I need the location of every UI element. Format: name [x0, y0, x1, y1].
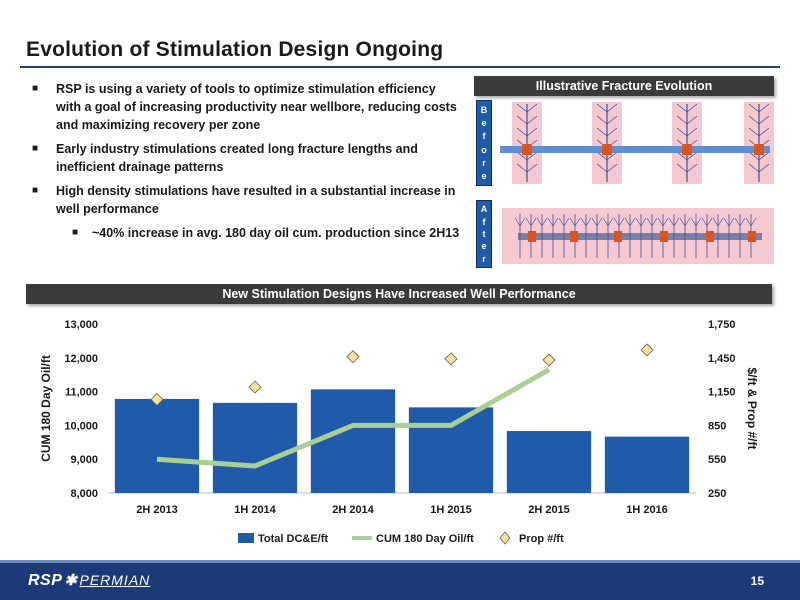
y-axis-title: CUM 180 Day Oil/ft	[39, 355, 53, 462]
footer-bar	[0, 563, 800, 600]
prop-marker	[444, 352, 458, 366]
bullet-marker: ■	[32, 143, 39, 154]
y2-tick-label: 1,450	[708, 353, 736, 365]
y2-tick-label: 1,150	[708, 387, 736, 399]
bar	[212, 402, 298, 493]
bullet-item: ■ High density stimulations have resulted…	[30, 182, 460, 218]
title-divider	[20, 66, 780, 68]
y2-tick-label: 550	[708, 454, 726, 466]
legend-swatch	[499, 531, 511, 545]
page-number: 15	[750, 574, 764, 588]
bar	[506, 431, 592, 493]
before-letter: r	[482, 157, 486, 168]
x-tick-label: 2H 2014	[332, 504, 374, 516]
before-letter: f	[482, 131, 486, 142]
before-tab: B e f o r e	[476, 100, 492, 186]
before-letter: B	[480, 104, 488, 115]
bar	[114, 398, 200, 493]
bullet-item: ■ RSP is using a variety of tools to opti…	[30, 80, 460, 134]
bullet-list: ■ RSP is using a variety of tools to opti…	[30, 80, 460, 248]
bullet-text: RSP is using a variety of tools to optim…	[56, 82, 457, 132]
legend-label: Total DC&E/ft	[258, 533, 328, 545]
sub-bullet-text: ~40% increase in avg. 180 day oil cum. p…	[92, 226, 460, 240]
slide-title: Evolution of Stimulation Design Ongoing	[26, 38, 444, 61]
x-tick-label: 1H 2015	[430, 504, 472, 516]
after-letter: r	[482, 253, 486, 264]
after-letter: e	[481, 241, 487, 252]
prop-marker	[346, 350, 360, 364]
legend-label: CUM 180 Day Oil/ft	[376, 533, 474, 545]
bullet-text: Early industry stimulations created long…	[56, 142, 418, 174]
sub-bullet-item: ■ ~40% increase in avg. 180 day oil cum. …	[30, 224, 460, 242]
after-letter: A	[480, 204, 488, 215]
after-letter: t	[482, 228, 486, 239]
chart-banner: New Stimulation Designs Have Increased W…	[26, 284, 772, 304]
prop-marker	[542, 353, 556, 367]
bullet-text: High density stimulations have resulted …	[56, 184, 456, 216]
y-tick-label: 9,000	[70, 454, 98, 466]
bullet-marker: ■	[32, 83, 39, 94]
fracture-banner: Illustrative Fracture Evolution	[474, 76, 774, 96]
legend-swatch	[238, 533, 254, 543]
x-tick-label: 2H 2013	[136, 504, 178, 516]
bullet-marker: ■	[32, 185, 39, 196]
before-letter: e	[481, 171, 487, 182]
y2-tick-label: 850	[708, 420, 726, 432]
y-tick-label: 13,000	[64, 319, 98, 331]
bullet-item: ■ Early industry stimulations created lon…	[30, 140, 460, 176]
y2-axis-title: $/ft & Prop #/ft	[745, 367, 759, 449]
x-tick-label: 2H 2015	[528, 504, 570, 516]
footer-strip	[0, 560, 800, 563]
y-tick-label: 12,000	[64, 353, 98, 365]
bar	[408, 407, 494, 493]
y2-tick-label: 250	[708, 488, 726, 500]
after-tab: A f t e r	[476, 200, 492, 268]
prop-marker	[248, 380, 262, 394]
before-letter: o	[481, 144, 487, 155]
company-logo: RSP ✱ PERMIAN	[28, 572, 151, 589]
after-letter: f	[482, 216, 486, 227]
logo-rsp: RSP	[28, 572, 63, 589]
y2-tick-label: 1,750	[708, 319, 736, 331]
bar	[604, 436, 690, 493]
y-tick-label: 11,000	[65, 387, 98, 399]
x-tick-label: 1H 2016	[626, 504, 668, 516]
bar	[310, 389, 396, 493]
x-tick-label: 1H 2014	[234, 504, 276, 516]
logo-permian: PERMIAN	[79, 572, 151, 588]
prop-marker	[640, 343, 654, 357]
prop-marker	[150, 392, 164, 407]
y-tick-label: 10,000	[64, 420, 98, 432]
legend-label: Prop #/ft	[519, 533, 564, 545]
bullet-marker: ■	[72, 227, 79, 238]
y-tick-label: 8,000	[70, 488, 98, 500]
cum-oil-line	[156, 367, 551, 469]
before-letter: e	[481, 117, 487, 128]
